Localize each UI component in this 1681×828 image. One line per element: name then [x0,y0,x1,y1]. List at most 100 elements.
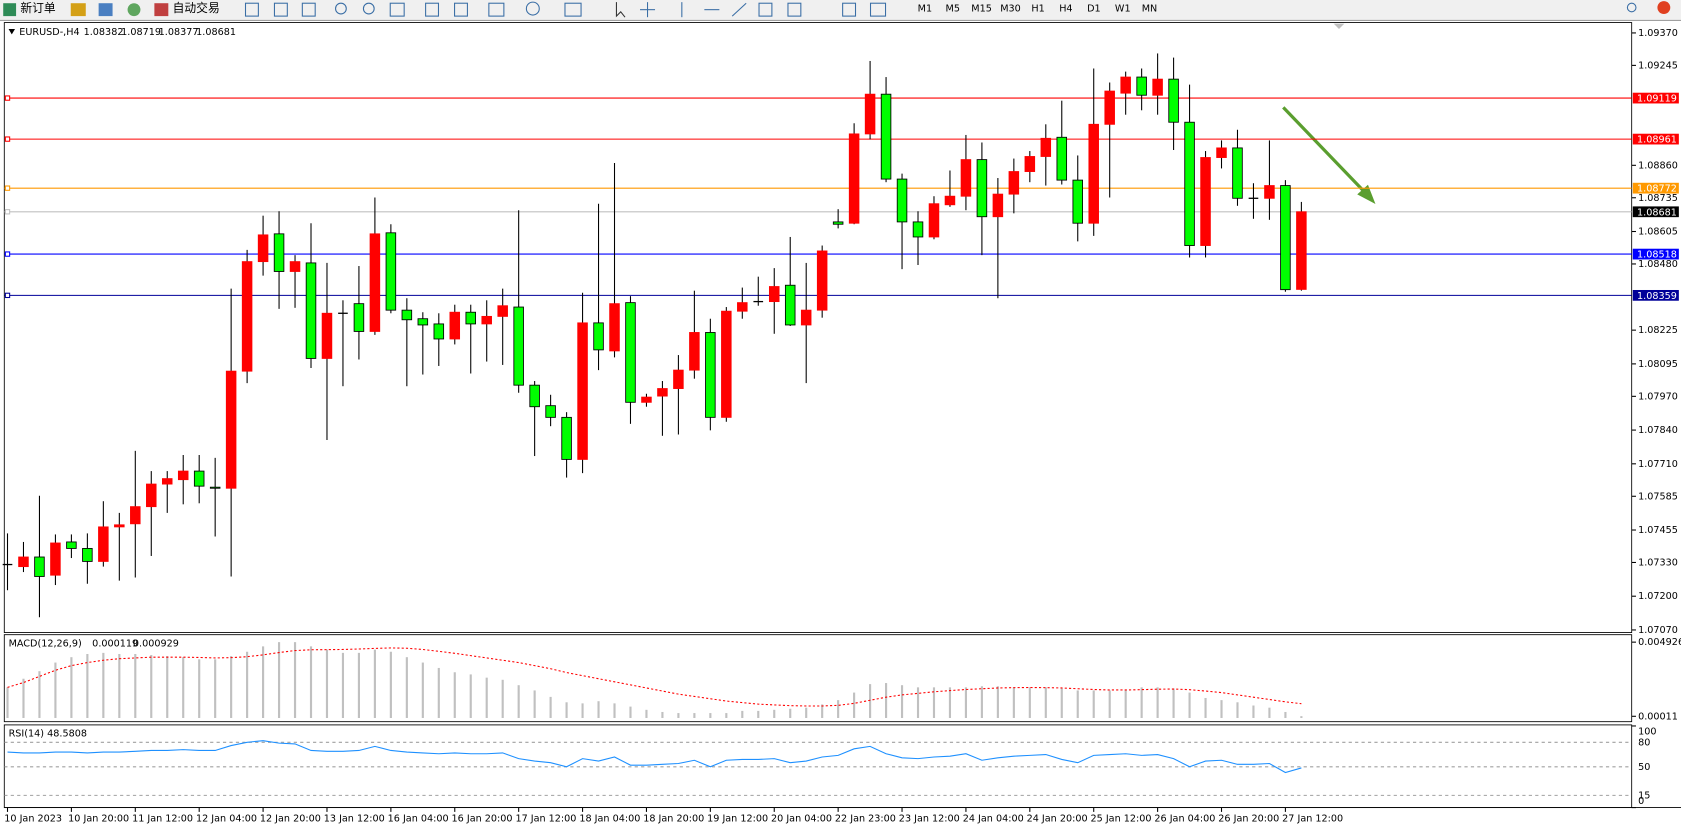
icon[interactable] [127,3,141,17]
icon[interactable] [525,1,540,16]
candle-body [353,303,365,332]
candle-body [657,388,668,397]
zoom-in[interactable] [335,2,347,15]
candle-body [832,221,844,225]
y-tick-label: 0.004926 [1638,637,1681,648]
toolbar [0,0,1681,21]
candle-body [673,369,684,389]
trend-arrow [1282,106,1370,197]
x-tick-label: 12 Jan 04:00 [196,813,257,824]
horizontal-line-anchor [4,292,11,299]
timeframe-button[interactable]: H4 [1059,4,1072,15]
main-chart-area [3,22,1633,633]
timeframe-button[interactable]: MN [1142,4,1158,15]
candle-body [273,233,285,272]
candle-body [800,309,812,326]
timeframe-button[interactable]: H1 [1031,4,1044,15]
macd-area [3,634,1633,723]
auto-trading-icon[interactable] [154,3,169,17]
y-tick-label: 1.08095 [1638,359,1678,370]
timeframe-button[interactable]: M15 [971,4,992,15]
horizontal-line-label-box [1632,182,1679,194]
icon[interactable] [731,2,747,17]
x-tick-label: 10 Jan 2023 [4,813,62,824]
candle-body [50,542,61,576]
candle-body [289,261,301,272]
search[interactable] [1626,2,1637,13]
candle-body [1264,185,1275,199]
y-tick-label: 1.08225 [1638,325,1678,336]
candle-body [1088,123,1099,224]
auto-trading-button[interactable]: 自动交易 [173,1,220,15]
x-tick-label: 18 Jan 04:00 [579,813,640,824]
timeframe-button[interactable]: M1 [918,4,932,15]
current-price-line-label-box [1632,206,1679,218]
x-tick-label: 27 Jan 12:00 [1282,813,1343,824]
timeframe-button[interactable]: W1 [1115,4,1131,15]
icon[interactable] [564,2,582,17]
y-tick-label: 1.09245 [1638,60,1678,71]
candle-body [465,311,476,325]
x-tick-label: 10 Jan 20:00 [68,813,129,824]
macd-main-value: 0.000119 [92,638,138,649]
y-tick-label: 1.07840 [1638,425,1678,436]
candle-body [114,524,125,528]
x-tick-label: 18 Jan 20:00 [643,813,704,824]
icon[interactable] [454,2,468,17]
candle-body [880,93,892,180]
icon[interactable] [98,3,113,17]
ohlc-close: 1.08681 [196,27,236,38]
x-tick-label: 16 Jan 20:00 [452,813,513,824]
candle-body [1008,171,1020,195]
timeframe-button[interactable]: M30 [1000,4,1021,15]
candle-body [1072,179,1084,224]
x-tick-label: 23 Jan 12:00 [899,813,960,824]
candle-body [513,306,524,386]
candle-body [593,322,604,351]
candle-body [561,416,572,460]
candle-body [401,309,413,321]
notification[interactable] [1657,1,1671,14]
candle-body [609,303,620,352]
ohlc-high: 1.08719 [121,27,161,38]
candle-body [1120,76,1131,94]
ohlc-low: 1.08377 [159,27,199,38]
candle-body [1056,136,1068,181]
candle-body [625,302,636,403]
new-order-button[interactable]: 新订单 [20,1,56,15]
new-order-icon[interactable] [3,3,17,17]
icon[interactable] [244,2,259,17]
candle-body [161,478,173,485]
candle-body [1184,121,1195,246]
cursor-icon[interactable] [615,2,626,18]
horizontal-line-label: 1.08518 [1637,250,1677,261]
icon[interactable] [273,2,288,17]
candle-body [18,556,29,568]
icon[interactable] [869,2,887,17]
candle-body [257,234,269,263]
icon[interactable] [842,2,857,17]
timeframe-button[interactable]: M5 [946,4,960,15]
macd-label: MACD(12,26,9) [9,638,82,649]
candle-body [1136,76,1147,96]
icon[interactable] [488,2,505,17]
candle-body [928,203,940,238]
icon[interactable] [425,2,440,17]
y-tick-label: 0 [1638,796,1644,807]
icon[interactable] [70,3,86,17]
icon[interactable] [301,2,316,17]
toolbar-icons [244,1,1637,18]
y-tick-label: 1.07710 [1638,459,1678,470]
candle-body [1168,78,1179,123]
timeframe-button[interactable]: D1 [1087,4,1101,15]
y-tick-label: 100 [1638,726,1656,737]
x-tick-label: 20 Jan 04:00 [771,813,832,824]
x-tick-label: 26 Jan 04:00 [1154,813,1215,824]
icon[interactable] [787,2,802,17]
icon[interactable] [389,2,405,17]
x-tick-label: 24 Jan 04:00 [963,813,1024,824]
y-tick-label: 15 [1638,790,1650,801]
zoom-out[interactable] [362,2,375,15]
icon[interactable] [758,2,773,17]
